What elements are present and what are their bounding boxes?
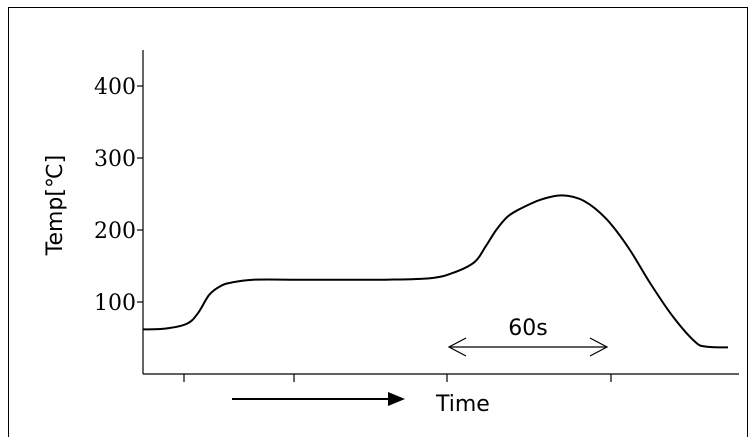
duration-label: 60s xyxy=(508,316,547,341)
y-tick-label: 300 xyxy=(94,147,136,172)
duration-annotation: 60s xyxy=(447,316,609,357)
y-axis-title: Temp[℃] xyxy=(43,155,68,257)
time-label: Time xyxy=(435,392,490,417)
y-tick-label: 200 xyxy=(94,219,136,244)
time-arrow-head xyxy=(388,392,405,406)
time-annotation: Time xyxy=(232,392,490,417)
duration-arrow-left-head xyxy=(447,337,467,357)
temperature-curve xyxy=(142,194,729,349)
y-tick-label: 100 xyxy=(94,291,136,316)
y-ticks: 100 200 300 400 xyxy=(94,75,143,316)
duration-arrow-right-head xyxy=(589,337,609,357)
y-tick-label: 400 xyxy=(94,75,136,100)
chart-frame xyxy=(8,7,748,437)
